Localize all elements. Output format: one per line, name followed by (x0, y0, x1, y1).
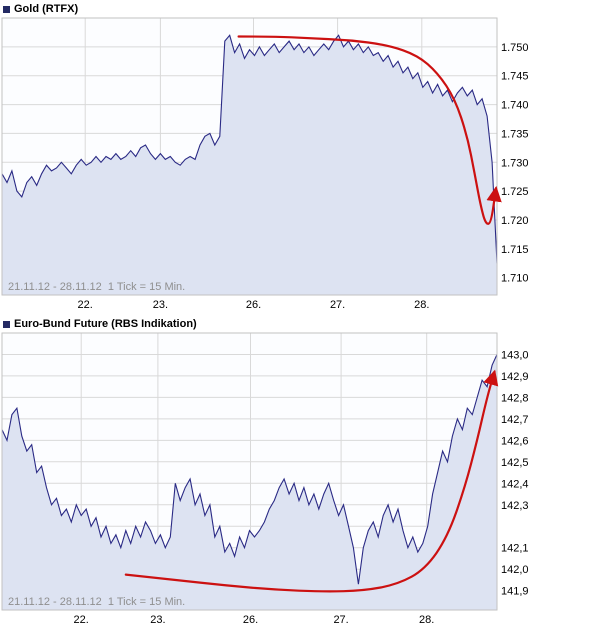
gold-chart: Gold (RTFX) 1.750 1.745 1.740 1.735 1.730 1.7… (1, 3, 529, 311)
bund-plot: 143,0 142,9 142,8 142,7 142,6 142,5 142,4 142,3… (0, 315, 604, 630)
svg-text:1.750: 1.750 (501, 42, 529, 54)
gold-chart-header: Gold (RTFX) (3, 3, 78, 15)
y-axis-labels: 143,0 142,9 142,8 142,7 142,6 142,5 142,4 142,3… (501, 350, 529, 598)
chart-bullet-icon (3, 320, 10, 328)
svg-text:23.: 23. (150, 614, 165, 626)
gold-price-chart: 1.750 1.745 1.740 1.735 1.730 1.725 1.720 1.715… (1, 17, 529, 311)
svg-text:28.: 28. (419, 614, 434, 626)
x-axis-labels: 22. 23. 26. 27. 28. (78, 299, 430, 311)
gold-plot: 1.750 1.745 1.740 1.735 1.730 1.725 1.720 1.715… (1, 17, 529, 311)
bund-price-chart: 143,0 142,9 142,8 142,7 142,6 142,5 142,4 142,3… (1, 332, 529, 626)
svg-text:28.: 28. (414, 299, 429, 311)
svg-text:142,8: 142,8 (501, 392, 529, 404)
bund-chart-header: Euro-Bund Future (RBS Indikation) (3, 318, 197, 330)
svg-text:23.: 23. (153, 299, 168, 311)
svg-text:27.: 27. (330, 299, 345, 311)
svg-text:27.: 27. (333, 614, 348, 626)
svg-text:142,1: 142,1 (501, 543, 529, 555)
price-line (1, 354, 498, 585)
svg-text:141,9: 141,9 (501, 586, 529, 598)
svg-text:26.: 26. (243, 614, 258, 626)
svg-text:142,9: 142,9 (501, 371, 529, 383)
svg-text:26.: 26. (246, 299, 261, 311)
gridlines (2, 333, 497, 610)
svg-text:22.: 22. (74, 614, 89, 626)
svg-text:142,6: 142,6 (501, 435, 529, 447)
plot-border (1, 17, 498, 296)
svg-text:142,0: 142,0 (501, 564, 529, 576)
svg-text:1.725: 1.725 (501, 186, 529, 198)
gold-chart-title: Gold (RTFX) (14, 3, 79, 15)
chart-bullet-icon (3, 5, 10, 13)
svg-text:1.710: 1.710 (501, 273, 529, 285)
range-tick-info: 21.11.12 - 28.11.12 1 Tick = 15 Min. (8, 596, 185, 608)
svg-text:1.730: 1.730 (501, 157, 529, 169)
price-line (1, 34, 498, 264)
svg-text:1.745: 1.745 (501, 71, 529, 83)
svg-text:1.715: 1.715 (501, 244, 529, 256)
svg-text:22.: 22. (78, 299, 93, 311)
trend-annotation-arrow (237, 35, 502, 225)
x-axis-labels: 22. 23. 26. 27. 28. (74, 614, 435, 626)
plot-border (1, 332, 498, 611)
svg-text:1.735: 1.735 (501, 128, 529, 140)
svg-text:142,5: 142,5 (501, 457, 529, 469)
bund-chart: Euro-Bund Future (RBS Indikation) 143,0 1… (0, 315, 604, 630)
svg-text:142,4: 142,4 (501, 478, 529, 490)
svg-text:1.720: 1.720 (501, 215, 529, 227)
svg-text:143,0: 143,0 (501, 350, 529, 362)
svg-text:142,7: 142,7 (501, 414, 529, 426)
range-tick-info: 21.11.12 - 28.11.12 1 Tick = 15 Min. (8, 281, 185, 293)
y-axis-labels: 1.750 1.745 1.740 1.735 1.730 1.725 1.720 1.715… (501, 42, 529, 285)
svg-text:1.740: 1.740 (501, 100, 529, 112)
area-fill (2, 354, 497, 610)
area-fill (2, 35, 497, 296)
bund-chart-title: Euro-Bund Future (RBS Indikation) (14, 318, 197, 330)
svg-text:142,3: 142,3 (501, 500, 529, 512)
trend-annotation-arrow (124, 369, 499, 593)
